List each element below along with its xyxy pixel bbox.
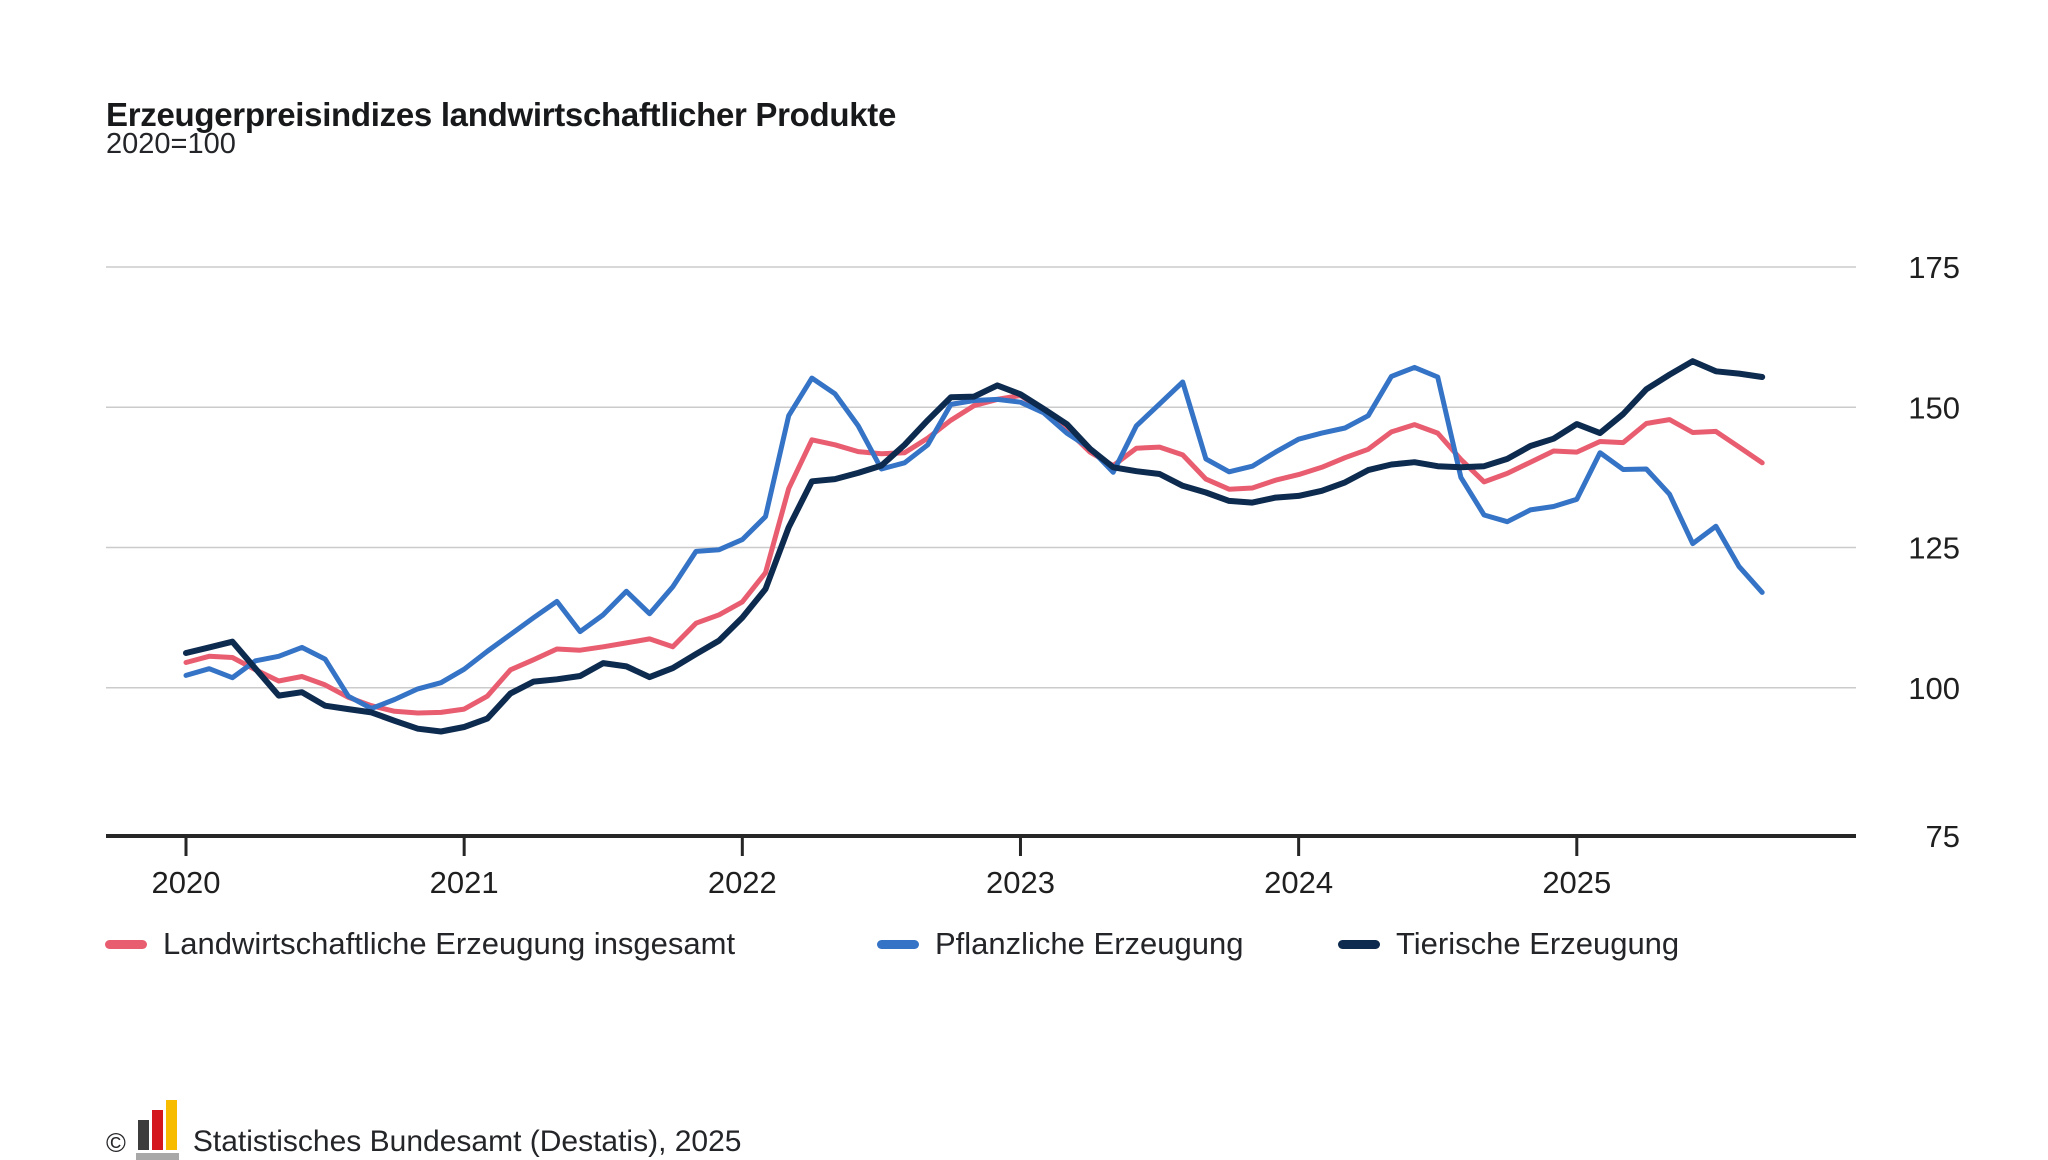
legend-swatch-animal-icon (1338, 939, 1380, 949)
source-line: © Statistisches Bundesamt (Destatis), 20… (106, 1100, 742, 1160)
x-tick-label-2024: 2024 (1264, 865, 1333, 900)
x-tick-label-2025: 2025 (1542, 865, 1611, 900)
x-tick-label-2022: 2022 (708, 865, 777, 900)
source-text: Statistisches Bundesamt (Destatis), 2025 (192, 1125, 742, 1158)
legend-label-crop: Pflanzliche Erzeugung (935, 926, 1244, 961)
logo-bar-red (151, 1110, 163, 1150)
y-tick-label-125: 125 (1908, 531, 1960, 566)
line-animal (183, 358, 1766, 735)
copyright-symbol: © (106, 1128, 126, 1158)
x-tick-label-2023: 2023 (986, 865, 1055, 900)
logo-baseline (135, 1153, 179, 1160)
line-crop (183, 364, 1765, 711)
legend-item-crop[interactable]: Pflanzliche Erzeugung (877, 926, 1243, 962)
legend-swatch-crop-icon (877, 939, 919, 949)
chart-subtitle: 2020=100 (106, 128, 236, 160)
logo-bar-yellow (165, 1100, 177, 1150)
legend-label-total: Landwirtschaftliche Erzeugung insgesamt (163, 926, 736, 961)
legend-swatch-total-icon (105, 939, 147, 949)
y-tick-label-150: 150 (1908, 390, 1960, 425)
y-tick-label-175: 175 (1908, 250, 1960, 285)
bar-chart-icon (135, 1100, 179, 1160)
legend-label-animal: Tierische Erzeugung (1396, 926, 1680, 961)
x-tick-label-2020: 2020 (152, 865, 221, 900)
x-tick-label-2021: 2021 (430, 865, 499, 900)
y-tick-label-100: 100 (1908, 671, 1960, 706)
logo-bar-black (137, 1120, 149, 1150)
legend-item-total[interactable]: Landwirtschaftliche Erzeugung insgesamt (105, 926, 735, 962)
page-title: Erzeugerpreisindizes landwirtschaftliche… (106, 96, 897, 134)
y-tick-label-75: 75 (1926, 819, 1960, 854)
line-total (183, 393, 1765, 716)
legend-item-animal[interactable]: Tierische Erzeugung (1338, 926, 1679, 962)
